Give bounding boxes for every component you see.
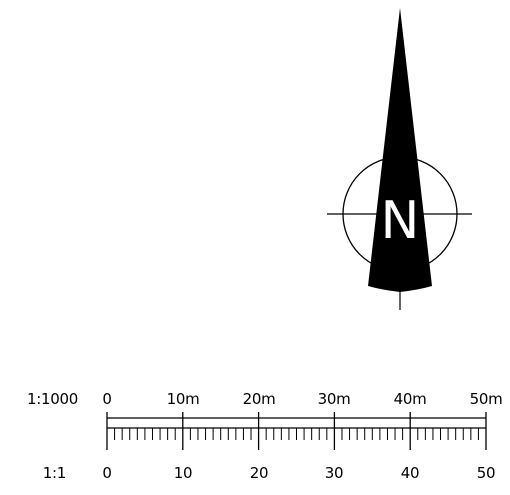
scale-ticks (106, 412, 487, 450)
scale-bar: 1:1000 1:1 0 10m 20m 30m 40m 50m 0 10 20… (27, 390, 503, 482)
scale-bottom-label: 20 (250, 464, 269, 482)
scale-ratio-top: 1:1000 (27, 390, 78, 408)
scale-top-label: 20m (243, 390, 276, 408)
scale-top-label: 0 (102, 390, 111, 408)
scale-bottom-label: 10 (174, 464, 193, 482)
scale-top-label: 40m (394, 390, 427, 408)
scale-bottom-label: 0 (102, 464, 111, 482)
north-arrow: N (327, 8, 472, 310)
scale-ratio-bottom: 1:1 (43, 464, 66, 482)
scale-bottom-label: 40 (401, 464, 420, 482)
scale-bottom-label: 30 (325, 464, 344, 482)
scale-bottom-label: 50 (477, 464, 496, 482)
north-letter: N (381, 191, 420, 251)
scale-top-label: 30m (318, 390, 351, 408)
scale-top-label: 50m (470, 390, 503, 408)
scale-top-label: 10m (167, 390, 200, 408)
north-arrow-icon (368, 8, 432, 292)
